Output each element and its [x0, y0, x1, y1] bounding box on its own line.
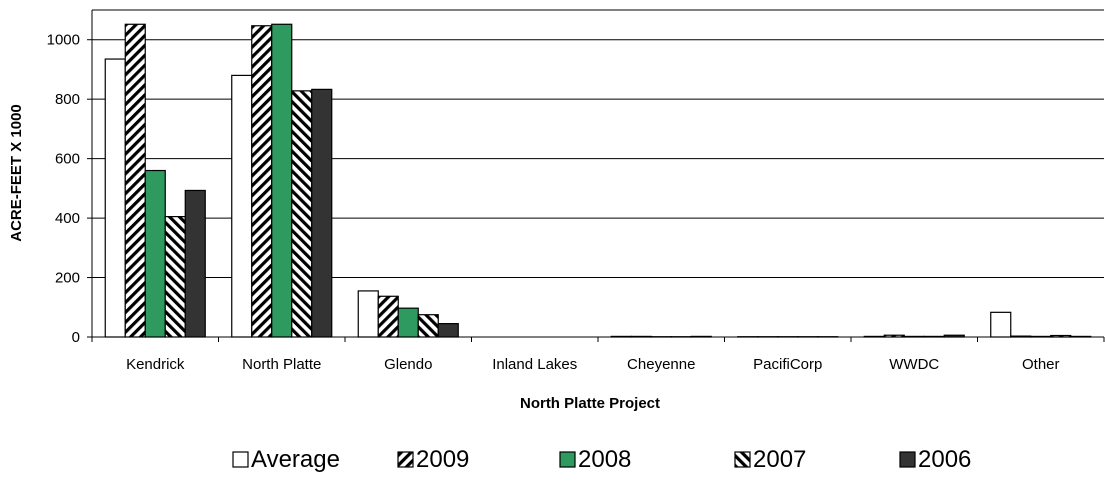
bar-average-glendo	[357, 290, 379, 338]
x-tick-label: North Platte	[242, 356, 321, 373]
y-tick-label: 400	[55, 210, 80, 227]
legend-label: 2009	[416, 446, 469, 473]
bar-2006-glendo	[437, 323, 459, 338]
x-tick-label: Cheyenne	[627, 356, 695, 373]
legend-label: 2007	[753, 446, 806, 473]
legend-label: 2006	[918, 446, 971, 473]
bars	[104, 23, 1092, 338]
legend-item-2008: 2008	[559, 446, 631, 473]
bar-average-other	[990, 311, 1012, 338]
bar-2006-north-platte	[311, 88, 333, 338]
legend: Average 2009 2008 2007 2006	[232, 446, 971, 473]
legend-item-2009: 2009	[397, 446, 469, 473]
legend-label: Average	[251, 446, 340, 473]
legend-item-2007: 2007	[734, 446, 806, 473]
y-tick-label: 1000	[47, 32, 80, 49]
legend-item-2006: 2006	[899, 446, 971, 473]
legend-label: 2008	[578, 446, 631, 473]
x-tick-label: PacifiCorp	[753, 356, 822, 373]
bar-2007-glendo	[417, 314, 439, 338]
bar-2009-glendo	[377, 295, 399, 338]
y-tick-label: 0	[72, 329, 80, 346]
y-tick-label: 800	[55, 91, 80, 108]
x-axis-title: North Platte Project	[520, 395, 660, 412]
bar-2009-north-platte	[251, 25, 273, 338]
bar-2006-kendrick	[184, 189, 206, 338]
bar-2007-kendrick	[164, 216, 186, 338]
legend-swatch	[397, 451, 414, 468]
legend-swatch	[734, 451, 751, 468]
y-tick-label: 200	[55, 270, 80, 287]
legend-swatch	[559, 451, 576, 468]
x-tick-label: Glendo	[384, 356, 432, 373]
bar-2008-north-platte	[271, 23, 293, 338]
y-tick-label: 600	[55, 151, 80, 168]
legend-swatch	[899, 451, 916, 468]
x-tick-labels: Kendrick North Platte Glendo Inland Lakes Ch…	[126, 356, 1059, 373]
x-tick-label: Other	[1022, 356, 1060, 373]
bar-2008-glendo	[397, 307, 419, 338]
bar-2007-north-platte	[291, 90, 313, 338]
bar-2008-kendrick	[144, 169, 166, 338]
y-tick-labels: 0 200 400 600 800 1000	[47, 32, 80, 346]
bar-average-kendrick	[104, 58, 126, 338]
axes	[87, 10, 1105, 342]
bar-average-north-platte	[231, 74, 253, 338]
legend-item-average: Average	[232, 446, 340, 473]
y-axis-title: ACRE-FEET X 1000	[8, 104, 25, 242]
bar-2009-kendrick	[124, 23, 146, 338]
x-tick-label: Inland Lakes	[492, 356, 577, 373]
x-tick-label: Kendrick	[126, 356, 185, 373]
x-tick-label: WWDC	[889, 356, 939, 373]
legend-swatch	[232, 451, 249, 468]
